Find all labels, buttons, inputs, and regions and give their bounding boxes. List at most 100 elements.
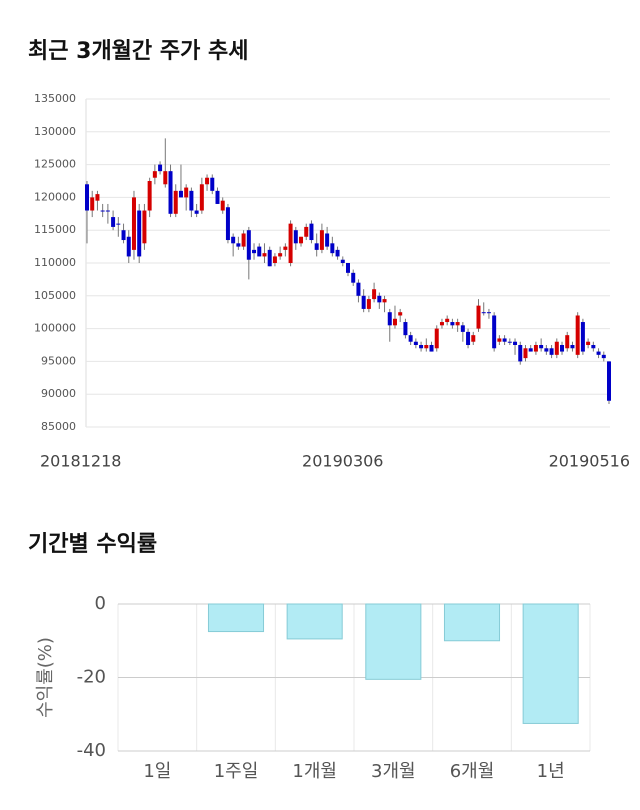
candle-body — [455, 322, 460, 326]
candle-body — [439, 322, 444, 326]
candle-body — [126, 236, 131, 257]
candle-body — [205, 177, 210, 185]
candle-body — [591, 345, 596, 349]
candle-body — [241, 233, 246, 247]
candle-body — [272, 256, 277, 263]
candle-body — [481, 312, 486, 314]
candle-body — [105, 210, 110, 212]
candle-body — [424, 345, 429, 349]
candle-body — [539, 345, 544, 349]
candle-body — [554, 341, 559, 355]
y-tick-label: -20 — [77, 667, 106, 688]
y-tick-label: 90000 — [41, 387, 76, 400]
candle-body — [445, 318, 450, 323]
candle-body — [486, 312, 491, 314]
x-tick-label: 20190516 — [549, 452, 630, 471]
candle-body — [607, 361, 611, 401]
candle-body — [460, 325, 465, 332]
chart-title: 기간별 수익률 — [28, 532, 157, 557]
x-tick-label: 1개월 — [292, 761, 337, 782]
bar — [207, 603, 265, 633]
x-tick-label: 1주일 — [214, 761, 259, 782]
candle-body — [121, 230, 126, 241]
y-tick-label: 130000 — [34, 125, 76, 138]
candle-body — [346, 263, 350, 273]
candle-body — [413, 341, 418, 345]
candle-body — [366, 299, 371, 309]
bar — [522, 603, 579, 724]
candle-body — [111, 217, 116, 227]
candle-body — [382, 299, 387, 303]
candle-body — [178, 190, 183, 198]
candle-body — [215, 190, 220, 204]
candle-body — [158, 164, 163, 172]
candle-body — [278, 253, 283, 257]
candle-body — [507, 341, 512, 343]
x-tick-label: 6개월 — [450, 761, 495, 782]
candle-body — [325, 233, 330, 247]
candle-body — [544, 348, 549, 352]
candle-body — [502, 338, 507, 342]
y-tick-label: 110000 — [34, 256, 76, 269]
candle-body — [267, 249, 272, 267]
candle-body — [351, 272, 356, 283]
candle-body — [236, 243, 241, 247]
candle-body — [601, 354, 606, 359]
candle-body — [361, 295, 366, 309]
candle-body — [429, 345, 434, 352]
candle-body — [309, 223, 314, 241]
x-tick-label: 20181218 — [40, 452, 121, 471]
candle-body — [90, 197, 95, 211]
candle-body — [565, 335, 570, 349]
candle-body — [533, 345, 538, 352]
x-tick-label: 3개월 — [371, 761, 416, 782]
candle-body — [570, 345, 575, 349]
candle-body — [283, 246, 288, 250]
candle-body — [471, 335, 476, 342]
candle-body — [466, 331, 471, 345]
y-tick-label: 0 — [95, 593, 106, 614]
chart-title: 최근 3개월간 주가 추세 — [28, 39, 248, 64]
x-tick-label: 20190306 — [302, 452, 383, 471]
candle-body — [288, 223, 293, 263]
y-tick-label: 115000 — [34, 223, 76, 236]
candle-body — [434, 328, 439, 349]
bar — [365, 603, 422, 680]
candle-body — [419, 345, 424, 349]
candle-body — [168, 171, 173, 214]
candle-body — [210, 177, 215, 191]
candle-body — [85, 184, 89, 211]
candle-body — [100, 210, 105, 212]
candle-body — [387, 312, 392, 326]
candle-body — [372, 289, 377, 300]
candle-body — [225, 207, 230, 241]
candle-body — [304, 226, 309, 237]
candle-body — [299, 236, 304, 244]
candle-body — [163, 171, 168, 185]
candle-body — [152, 171, 157, 178]
candle-body — [116, 223, 121, 225]
candle-body — [142, 210, 147, 244]
y-tick-label: 105000 — [34, 289, 76, 302]
bar — [443, 603, 501, 642]
candle-body — [173, 190, 178, 214]
y-tick-label: 95000 — [41, 354, 76, 367]
candle-body — [408, 335, 413, 342]
candle-body — [257, 246, 262, 257]
x-tick-label: 1년 — [537, 761, 565, 782]
candle-body — [330, 243, 335, 254]
candle-body — [377, 295, 382, 303]
candle-body — [246, 230, 251, 260]
candle-body — [403, 322, 408, 336]
candle-body — [586, 341, 591, 345]
candle-body — [492, 315, 497, 349]
candle-body — [184, 187, 189, 198]
candle-body — [199, 184, 204, 211]
candle-body — [335, 249, 340, 257]
candle-body — [523, 348, 528, 359]
candle-body — [293, 230, 298, 244]
bar — [286, 603, 343, 640]
y-axis-label: 수익률(%) — [35, 637, 56, 718]
candle-body — [575, 315, 580, 355]
candle-body — [189, 190, 194, 211]
